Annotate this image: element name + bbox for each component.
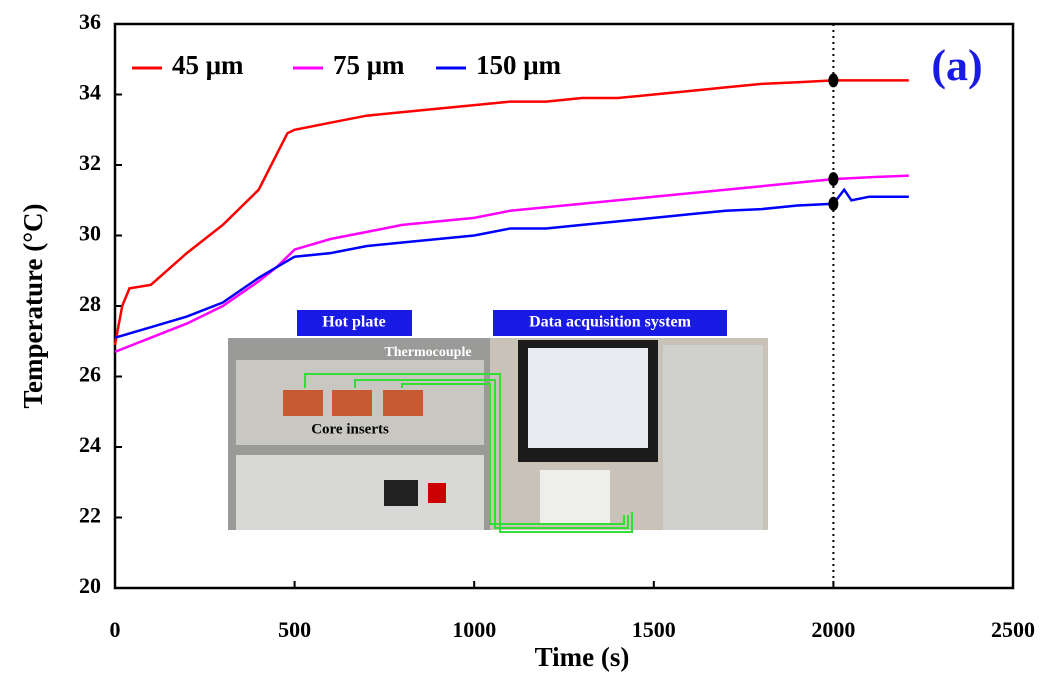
x-tick-label: 0 <box>110 617 121 642</box>
reference-point <box>828 73 839 88</box>
y-tick-label: 20 <box>79 573 101 598</box>
inset-label: Core inserts <box>311 421 389 437</box>
thermocouple-wire <box>304 373 633 533</box>
x-tick-label: 1000 <box>452 617 496 642</box>
core-insert <box>283 390 323 416</box>
series-line <box>114 174 909 353</box>
inset-label: Hot plate <box>322 314 386 331</box>
panel-label: (a) <box>931 41 982 90</box>
switch <box>428 483 446 503</box>
y-tick-label: 22 <box>79 503 101 528</box>
y-tick-label: 32 <box>79 150 101 175</box>
daq-box <box>540 470 610 525</box>
reference-point <box>828 196 839 211</box>
controller <box>384 480 418 506</box>
plate-body <box>236 455 484 530</box>
y-tick-label: 34 <box>79 80 101 105</box>
y-axis-label: Temperature (°C) <box>18 203 48 408</box>
series-line <box>113 79 909 346</box>
core-insert <box>383 390 423 416</box>
series-line <box>114 187 909 339</box>
inset-label: Data acquisition system <box>529 314 691 331</box>
legend-label: 45 μm <box>172 50 244 80</box>
inset-photo: Hot plate Data acquisition system Thermo… <box>228 310 768 533</box>
pc-tower <box>663 345 763 530</box>
x-tick-label: 500 <box>278 617 311 642</box>
y-tick-label: 28 <box>79 291 101 316</box>
label-box <box>297 310 412 336</box>
screen <box>528 348 648 448</box>
x-axis-label: Time (s) <box>535 642 630 672</box>
label-box <box>493 310 727 336</box>
y-tick-label: 26 <box>79 362 101 387</box>
core-insert <box>332 390 372 416</box>
legend-label: 75 μm <box>333 50 405 80</box>
y-tick-label: 24 <box>79 432 101 457</box>
reference-point <box>828 172 839 187</box>
x-tick-label: 1500 <box>632 617 676 642</box>
x-tick-label: 2500 <box>991 617 1035 642</box>
y-tick-label: 36 <box>79 9 101 34</box>
x-tick-label: 2000 <box>811 617 855 642</box>
inset-label: Thermocouple <box>384 345 471 360</box>
legend-label: 150 μm <box>476 50 562 80</box>
y-tick-label: 30 <box>79 221 101 246</box>
